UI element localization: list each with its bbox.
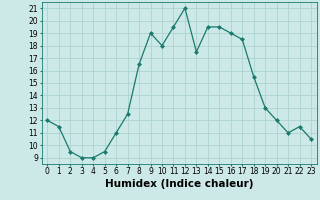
X-axis label: Humidex (Indice chaleur): Humidex (Indice chaleur) [105,179,253,189]
